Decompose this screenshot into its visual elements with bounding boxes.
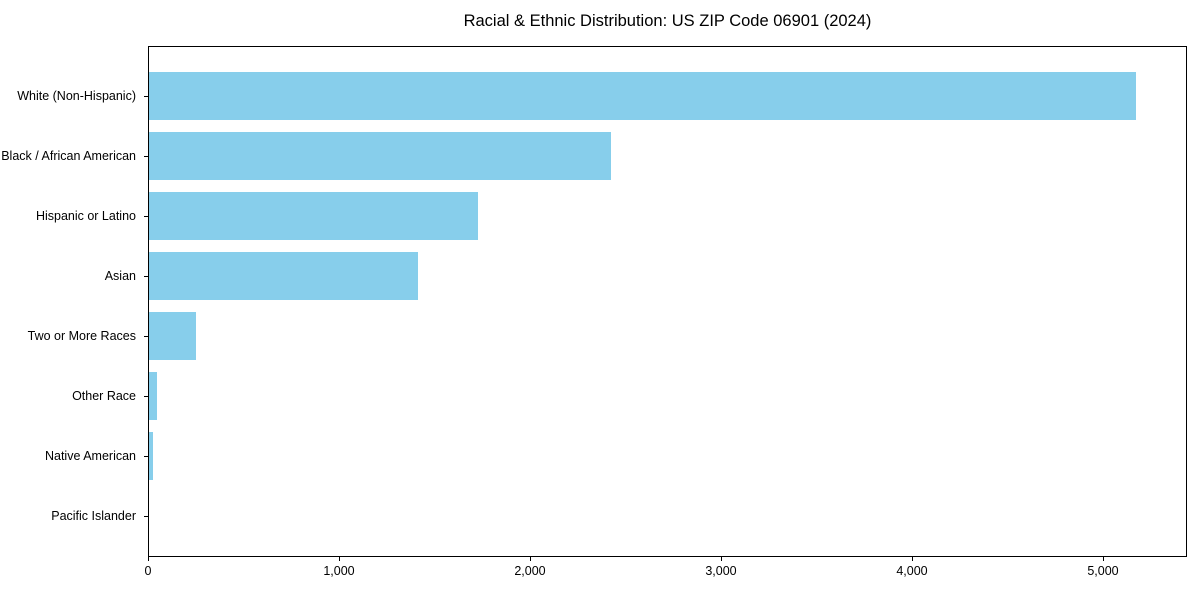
y-tick-label-other-race: Other Race [72,388,136,403]
y-tick-label-black-african-american: Black / African American [1,148,136,163]
y-tick-hispanic-or-latino [144,216,148,217]
bar-black-african-american [149,132,611,180]
y-tick-label-asian: Asian [104,268,136,283]
bar-other-race [149,372,158,420]
bar-asian [149,252,419,300]
bar-hispanic-or-latino [149,192,479,240]
x-tick-label-5000: 5,000 [1087,564,1119,578]
y-tick-native-american [144,456,148,457]
x-tick-4000 [911,557,913,561]
x-tick-label-1000: 1,000 [323,564,355,578]
plot-area [148,46,1187,557]
y-tick-black-african-american [144,156,148,157]
x-tick-3000 [720,557,722,561]
chart-title: Racial & Ethnic Distribution: US ZIP Cod… [463,12,872,30]
x-tick-label-3000: 3,000 [705,564,737,578]
y-tick-label-pacific-islander: Pacific Islander [51,508,136,523]
x-tick-5000 [1102,557,1104,561]
y-tick-label-hispanic-or-latino: Hispanic or Latino [35,208,136,223]
y-tick-label-two-or-more-races: Two or More Races [27,328,136,343]
x-tick-label-2000: 2,000 [514,564,546,578]
x-tick-1000 [338,557,340,561]
y-tick-white-non-hispanic [144,96,148,97]
y-tick-two-or-more-races [144,336,148,337]
bar-native-american [149,432,154,480]
bar-white-non-hispanic [149,72,1137,120]
x-tick-label-4000: 4,000 [896,564,928,578]
y-tick-pacific-islander [144,516,148,517]
y-tick-other-race [144,396,148,397]
x-tick-2000 [529,557,531,561]
y-tick-label-white-non-hispanic: White (Non-Hispanic) [17,88,136,103]
x-tick-label-0: 0 [144,564,152,578]
bar-two-or-more-races [149,312,197,360]
y-tick-asian [144,276,148,277]
x-tick-0 [148,557,149,561]
y-tick-label-native-american: Native American [44,448,136,463]
